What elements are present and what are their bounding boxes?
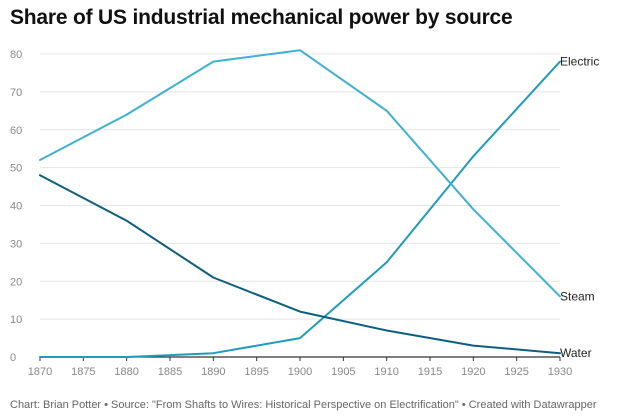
x-tick-label: 1880 [114,366,138,378]
y-tick-label: 40 [10,201,22,213]
x-tick-label: 1920 [461,366,485,378]
y-tick-label: 0 [10,352,16,364]
x-tick-label: 1890 [201,366,225,378]
y-tick-label: 50 [10,163,22,175]
series-line-steam [39,49,561,298]
x-tick-label: 1895 [244,366,268,378]
series-label-water: Water [560,346,592,360]
x-tick-label: 1875 [71,366,95,378]
series-line-electric [39,60,561,358]
x-tick-label: 1885 [158,366,182,378]
x-tick-label: 1900 [288,366,312,378]
x-tick-label: 1870 [28,366,52,378]
chart-footer: Chart: Brian Potter • Source: "From Shaf… [10,399,597,411]
series-lines [39,49,561,358]
x-axis-ticks: 1870 1875 1880 1885 1890 1895 1900 1905 1910 1915… [28,357,572,378]
series-label-steam: Steam [560,289,595,303]
series-labels: Electric Steam Water [560,55,599,361]
chart-title: Share of US industrial mechanical power … [10,6,513,29]
y-tick-label: 70 [10,87,22,99]
series-label-electric: Electric [560,55,599,69]
y-tick-label: 80 [10,49,22,61]
y-tick-label: 30 [10,238,22,250]
x-tick-label: 1905 [331,366,355,378]
x-tick-label: 1915 [418,366,442,378]
series-line-water [39,174,561,355]
y-tick-label: 60 [10,125,22,137]
y-tick-label: 20 [10,276,22,288]
x-tick-label: 1930 [548,366,572,378]
y-axis-ticks: 0 10 20 30 40 50 60 70 80 [10,49,22,364]
y-tick-label: 10 [10,314,22,326]
x-tick-label: 1910 [374,366,398,378]
x-tick-label: 1925 [504,366,528,378]
